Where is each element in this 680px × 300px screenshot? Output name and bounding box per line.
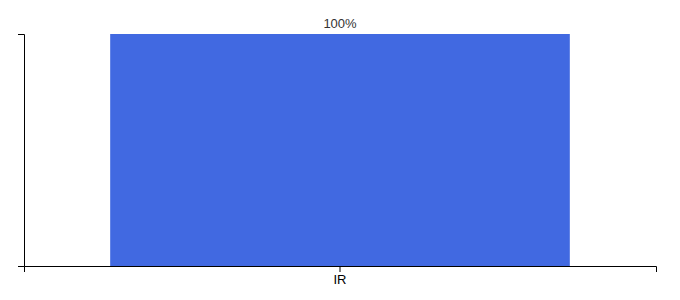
x-tick-label: IR [334,272,347,287]
x-axis-line [25,267,657,273]
y-axis [18,35,25,267]
plot: IR 100% [18,16,657,287]
chart-svg: IR 100% [0,0,680,300]
bar [110,34,570,266]
x-tick: IR [334,266,347,287]
x-tick-mark [340,266,341,272]
x-axis: IR [25,266,657,287]
data-label: 100% [323,16,357,31]
data-labels: 100% [323,16,357,31]
bars [110,34,570,266]
y-axis-line [18,35,25,267]
chart-container: IR 100% [0,0,680,300]
